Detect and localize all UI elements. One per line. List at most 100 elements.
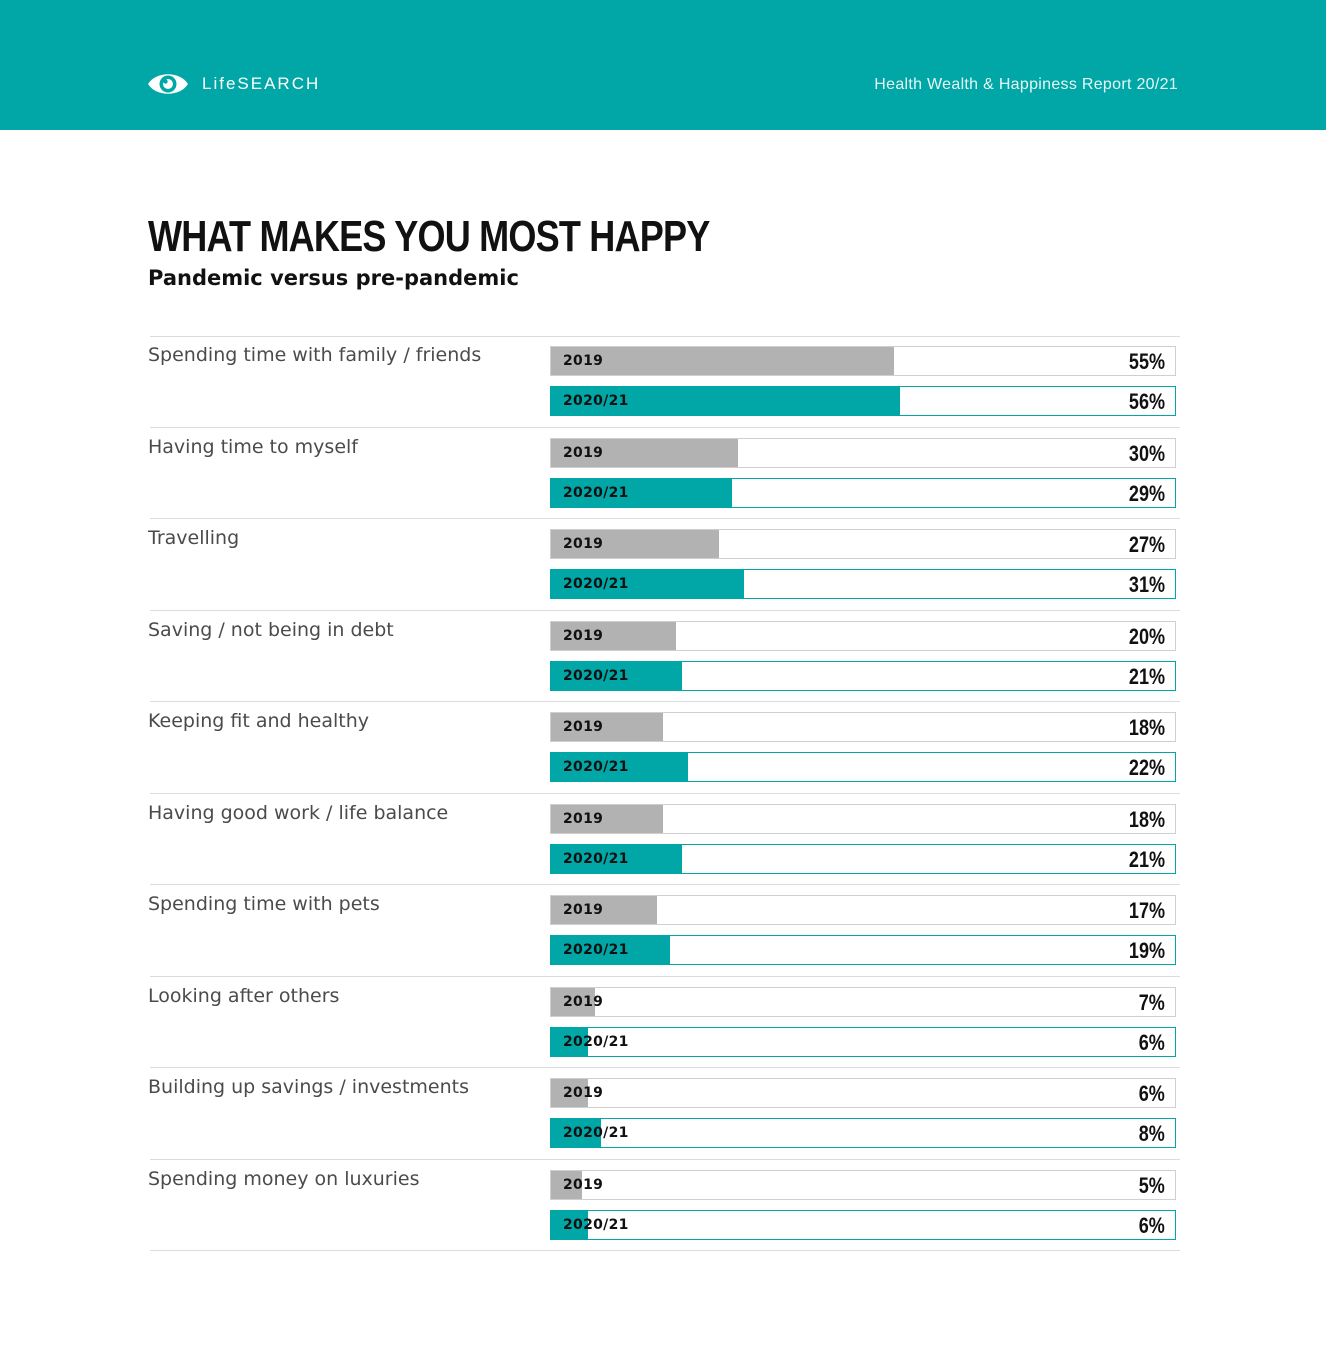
bar-track: 2019 18%: [550, 803, 1176, 834]
bar-2019: [551, 530, 720, 558]
category-group: Building up savings / investments 2019 6% 2…: [148, 1068, 1180, 1160]
series-label: 2020/21: [563, 1125, 629, 1141]
bar-track: 2020/21 8%: [550, 1118, 1176, 1148]
value-label: 6%: [1138, 1029, 1165, 1055]
bar-2020-21: [551, 570, 745, 598]
eye-icon: [148, 74, 188, 94]
value-label: 31%: [1128, 572, 1165, 597]
bar-track: 2019 18%: [550, 712, 1176, 742]
series-label: 2019: [563, 719, 604, 735]
category-group: Spending money on luxuries 2019 5% 2020/21 6…: [148, 1160, 1180, 1251]
value-label: 18%: [1128, 806, 1165, 832]
bar-track: 2020/21 31%: [550, 569, 1176, 599]
bar-2020-21: [551, 1119, 601, 1147]
category-label: Travelling: [148, 527, 240, 549]
bar-track: 2020/21 21%: [550, 843, 1176, 874]
bar-2020-21: [551, 753, 689, 781]
bar-track: 2019 55%: [550, 346, 1176, 376]
category-label: Spending time with family / friends: [148, 344, 482, 366]
value-label: 18%: [1128, 715, 1165, 740]
value-label: 56%: [1128, 389, 1165, 414]
divider: [150, 1158, 1180, 1160]
value-label: 55%: [1128, 349, 1165, 374]
category-label: Saving / not being in debt: [148, 618, 394, 641]
bar-track: 2020/21 21%: [550, 660, 1176, 691]
category-group: Spending time with pets 2019 17% 2020/21 19%: [148, 885, 1180, 977]
value-label: 21%: [1128, 663, 1165, 689]
bar-track: 2020/21 19%: [550, 935, 1176, 965]
divider: [150, 975, 1180, 977]
divider: [150, 884, 1180, 885]
series-label: 2019: [563, 1176, 604, 1193]
bar-track: 2019 30%: [550, 437, 1176, 468]
bar-2019: [551, 987, 595, 1016]
value-label: 8%: [1138, 1121, 1165, 1146]
divider: [150, 1067, 1180, 1068]
value-label: 20%: [1128, 623, 1165, 649]
bar-2020-21: [551, 1210, 589, 1239]
bar-2019: [551, 347, 895, 375]
series-label: 2019: [563, 810, 604, 827]
bar-chart: Spending time with family / friends 2019 5…: [148, 336, 1180, 1251]
category-label: Building up savings / investments: [148, 1076, 469, 1098]
bar-track: 2020/21 6%: [550, 1026, 1176, 1057]
category-group: Having good work / life balance 2019 18% 20…: [148, 794, 1180, 885]
series-label: 2020/21: [563, 667, 629, 684]
bar-track: 2020/21 29%: [550, 477, 1176, 508]
value-label: 29%: [1128, 480, 1165, 506]
category-group: Keeping fit and healthy 2019 18% 2020/21 22%: [148, 702, 1180, 794]
value-label: 17%: [1128, 898, 1165, 923]
category-group: Spending time with family / friends 2019 5…: [148, 336, 1180, 428]
value-label: 27%: [1128, 532, 1165, 557]
series-label: 2020/21: [563, 1033, 629, 1050]
value-label: 7%: [1138, 989, 1165, 1015]
bar-track: 2019 6%: [550, 1078, 1176, 1108]
divider: [150, 609, 1180, 611]
bar-track: 2019 5%: [550, 1169, 1176, 1200]
bar-track: 2020/21 22%: [550, 752, 1176, 782]
divider: [150, 792, 1180, 794]
divider: [150, 426, 1180, 428]
series-label: 2020/21: [563, 1216, 629, 1233]
header-banner: LifeSEARCH Health Wealth & Happiness Rep…: [0, 0, 1326, 130]
value-label: 19%: [1128, 938, 1165, 963]
value-label: 6%: [1138, 1212, 1165, 1238]
divider: [150, 1250, 1180, 1251]
bar-track: 2020/21 56%: [550, 386, 1176, 416]
bar-track: 2019 27%: [550, 529, 1176, 559]
bar-2019: [551, 438, 739, 467]
bar-track: 2019 20%: [550, 620, 1176, 651]
divider: [150, 336, 1180, 337]
category-group: Travelling 2019 27% 2020/21 31%: [148, 519, 1180, 611]
series-label: 2020/21: [563, 759, 629, 775]
bar-2019: [551, 621, 676, 650]
series-label: 2019: [563, 993, 604, 1010]
bar-2020-21: [551, 844, 683, 873]
category-group: Looking after others 2019 7% 2020/21 6%: [148, 977, 1180, 1068]
series-label: 2019: [563, 902, 604, 918]
category-label: Having time to myself: [148, 435, 358, 458]
logo-text: LifeSEARCH: [202, 74, 321, 93]
chart-subtitle: Pandemic versus pre-pandemic: [148, 266, 519, 290]
category-label: Keeping fit and healthy: [148, 710, 370, 732]
logo[interactable]: LifeSEARCH: [146, 68, 320, 100]
series-label: 2020/21: [563, 942, 629, 958]
bar-2019: [551, 1170, 583, 1199]
series-label: 2019: [563, 353, 604, 369]
value-label: 22%: [1128, 755, 1165, 780]
bar-2019: [551, 804, 664, 833]
value-label: 21%: [1128, 846, 1165, 872]
value-label: 30%: [1128, 440, 1165, 466]
series-label: 2019: [563, 1085, 604, 1101]
chart-title: WHAT MAKES YOU MOST HAPPY: [148, 212, 710, 261]
category-label: Looking after others: [148, 984, 340, 1007]
report-title: Health Wealth & Happiness Report 20/21: [874, 76, 1178, 93]
series-label: 2020/21: [563, 393, 629, 409]
bar-2019: [551, 713, 664, 741]
category-group: Having time to myself 2019 30% 2020/21 29%: [148, 428, 1180, 519]
series-label: 2019: [563, 536, 604, 552]
series-label: 2020/21: [563, 850, 629, 867]
bar-2019: [551, 896, 658, 924]
bar-track: 2019 17%: [550, 895, 1176, 925]
bar-2019: [551, 1079, 589, 1107]
